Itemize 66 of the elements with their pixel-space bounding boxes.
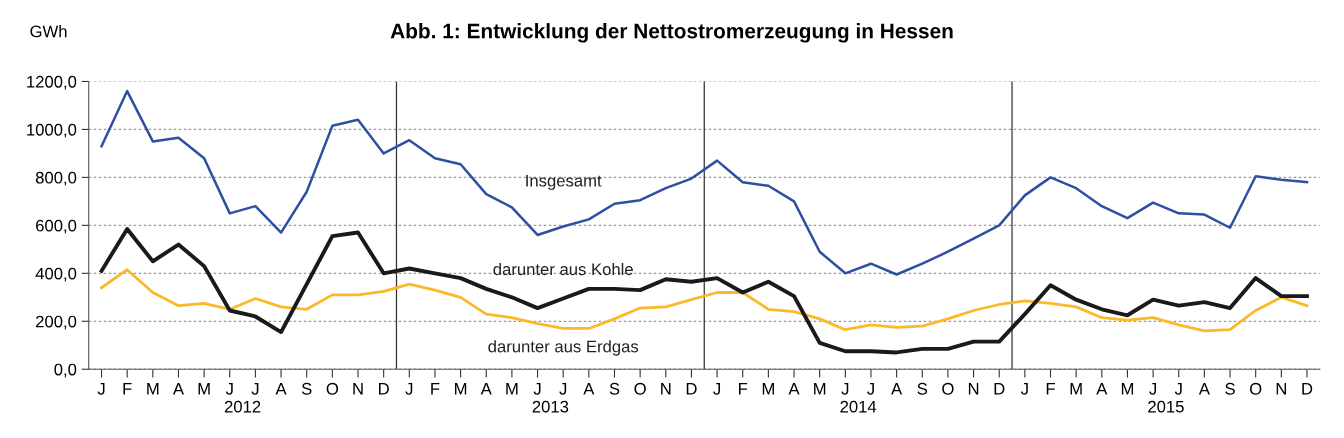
series-label: darunter aus Erdgas <box>488 340 639 356</box>
x-tick-label: J <box>97 383 105 395</box>
y-tick-label: 800,0 <box>35 171 77 186</box>
x-tick-label: A <box>583 383 595 395</box>
chart-title: Abb. 1: Entwicklung der Nettostromerzeugung in Hessen <box>390 23 953 43</box>
x-tick-label: S <box>609 382 620 395</box>
y-tick-label: 200,0 <box>36 315 77 330</box>
x-tick-label: M <box>506 383 518 395</box>
x-tick-label: J <box>1174 383 1182 395</box>
y-axis-title: GWh <box>30 25 67 38</box>
x-tick-label: A <box>172 383 184 395</box>
x-tick-label: A <box>275 383 287 395</box>
x-tick-label: J <box>533 383 541 395</box>
text: 2013 <box>532 400 569 413</box>
x-tick-label: O <box>1250 382 1262 395</box>
x-tick-label: S <box>1225 382 1235 395</box>
x-tick-label: J <box>405 383 413 395</box>
y-tick-label: 0,0 <box>54 363 77 378</box>
x-tick-label: D <box>994 383 1005 395</box>
x-tick-label: N <box>661 383 671 395</box>
x-tick-label: M <box>814 383 826 395</box>
x-tick-label: M <box>198 383 210 395</box>
text: 2015 <box>1148 400 1184 413</box>
x-tick-label: M <box>1121 383 1134 395</box>
x-tick-label: D <box>686 383 697 395</box>
x-tick-label: J <box>1149 383 1157 395</box>
y-tick-label: 400,0 <box>35 267 77 282</box>
x-tick-label: A <box>1096 383 1108 395</box>
x-tick-label: S <box>917 382 928 395</box>
text: 2014 <box>840 400 877 413</box>
x-tick-label: S <box>301 382 312 395</box>
x-tick-label: A <box>891 383 903 395</box>
x-tick-label: N <box>968 383 979 395</box>
y-tick-label: 600,0 <box>36 219 77 234</box>
line-series <box>99 227 1309 355</box>
x-tick-label: N <box>1276 383 1286 395</box>
x-tick-label: O <box>634 382 646 395</box>
x-tick-label: A <box>788 383 800 395</box>
x-tick-label: J <box>559 383 567 395</box>
x-tick-label: A <box>480 383 492 395</box>
text: 2012 <box>224 400 261 413</box>
x-tick-label: N <box>353 383 363 395</box>
x-tick-label: F <box>1046 383 1055 395</box>
x-tick-label: F <box>739 383 748 395</box>
x-tick-label: J <box>713 383 721 395</box>
y-tick-label: 1000,0 <box>27 123 77 138</box>
x-tick-label: F <box>431 383 440 395</box>
series-label: darunter aus Kohle <box>493 262 633 276</box>
x-tick-label: M <box>762 383 774 395</box>
x-tick-label: D <box>379 383 389 395</box>
x-tick-label: M <box>147 383 159 395</box>
x-tick-label: O <box>326 382 339 395</box>
x-tick-label: M <box>1070 383 1082 395</box>
series-label: Insgesamt <box>526 174 602 190</box>
x-tick-label: J <box>1020 383 1028 395</box>
x-tick-label: F <box>123 383 132 395</box>
x-tick-label: A <box>1198 383 1210 395</box>
x-tick-label: O <box>942 382 954 395</box>
line-series <box>100 89 1309 276</box>
x-tick-label: D <box>1302 383 1313 395</box>
x-tick-label: M <box>455 383 467 395</box>
x-tick-label: J <box>225 383 233 395</box>
x-tick-label: J <box>841 383 849 395</box>
x-tick-label: J <box>251 383 259 395</box>
x-tick-label: J <box>867 383 874 395</box>
y-tick-label: 1200,0 <box>27 75 77 90</box>
